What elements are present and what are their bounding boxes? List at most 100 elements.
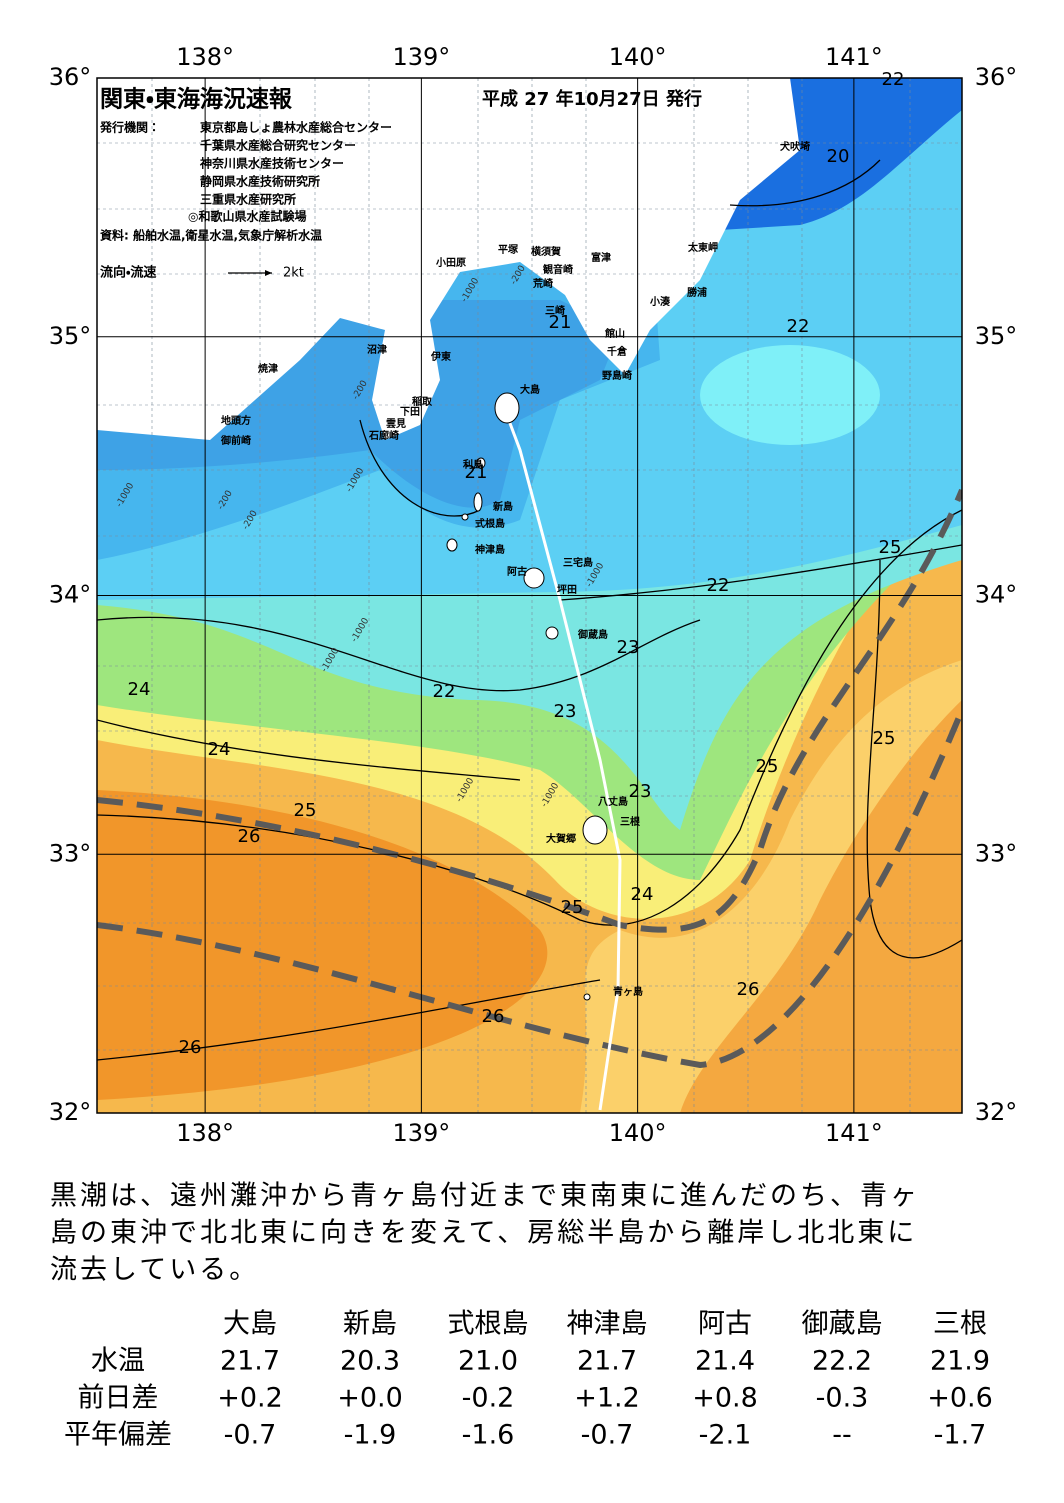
lon-label-bottom: 139° bbox=[392, 1119, 450, 1147]
lat-label-left: 36° bbox=[49, 63, 92, 91]
place-name: 坪田 bbox=[557, 583, 577, 596]
table-cell: -0.7 bbox=[581, 1420, 634, 1451]
place-name: 青ヶ島 bbox=[613, 985, 643, 998]
warm-water-east bbox=[680, 700, 962, 1113]
isotherm-label: 26 bbox=[238, 826, 261, 847]
column-header: 式根島 bbox=[448, 1309, 529, 1340]
isotherm-label: 25 bbox=[561, 897, 584, 918]
legend-arrowhead bbox=[265, 270, 272, 276]
table-cell: +0.2 bbox=[217, 1383, 283, 1414]
table-cell: -0.2 bbox=[462, 1383, 515, 1414]
table-cell: +1.2 bbox=[574, 1383, 640, 1414]
row-header: 平年偏差 bbox=[64, 1420, 172, 1451]
issuer: 静岡県水産技術研究所 bbox=[200, 174, 320, 189]
isotherm-label: 25 bbox=[879, 537, 902, 558]
place-name: 館山 bbox=[604, 327, 625, 340]
sea-temperature-map bbox=[97, 78, 962, 1113]
place-name: 三宅島 bbox=[563, 556, 593, 569]
place-name: 神津島 bbox=[474, 543, 505, 556]
issuer: 神奈川県水産技術センター bbox=[199, 156, 344, 171]
place-name: 小田原 bbox=[435, 256, 466, 269]
place-name: 平塚 bbox=[498, 243, 519, 256]
place-name: 石廊崎 bbox=[368, 429, 399, 442]
place-name: 地頭方 bbox=[221, 414, 251, 427]
issuer: 千葉県水産総合研究センター bbox=[200, 138, 356, 153]
lon-label-bottom: 138° bbox=[176, 1119, 234, 1147]
summary-line: 黒潮は、遠州灘沖から青ヶ島付近まで東南東に進んだのち、青ヶ bbox=[50, 1181, 920, 1212]
lat-label-left: 32° bbox=[49, 1098, 92, 1126]
place-name: 勝浦 bbox=[687, 286, 707, 299]
place-name: 伊東 bbox=[430, 350, 451, 363]
place-name: 御蔵島 bbox=[577, 628, 608, 641]
row-header: 前日差 bbox=[78, 1383, 159, 1414]
place-name: 利島 bbox=[463, 458, 483, 471]
isotherm-label: 23 bbox=[617, 637, 640, 658]
table-cell: -1.7 bbox=[934, 1420, 987, 1451]
ship-track bbox=[503, 409, 622, 1111]
table-cell: 22.2 bbox=[812, 1346, 872, 1377]
table-cell: +0.0 bbox=[337, 1383, 403, 1414]
place-name: 新島 bbox=[492, 500, 513, 513]
lon-label-top: 139° bbox=[392, 43, 450, 71]
table-cell: 21.9 bbox=[930, 1346, 990, 1377]
table-cell: -0.3 bbox=[816, 1383, 869, 1414]
column-header: 大島 bbox=[223, 1309, 277, 1340]
table-cell: +0.8 bbox=[692, 1383, 758, 1414]
lon-label-bottom: 140° bbox=[609, 1119, 667, 1147]
table-cell: 21.7 bbox=[577, 1346, 637, 1377]
table-cell: -- bbox=[832, 1420, 852, 1451]
land bbox=[97, 78, 800, 440]
summary: 黒潮は、遠州灘沖から青ヶ島付近まで東南東に進んだのち、青ヶ島の東沖で北北東に向き… bbox=[50, 1181, 920, 1286]
graticule: 138° 138° 139° 139° 140° 140° 141° 141° 36° 36° 35… bbox=[49, 43, 1018, 1147]
place-name: 大賀郷 bbox=[546, 832, 576, 845]
place-name: 小湊 bbox=[649, 295, 671, 308]
place-name: 大島 bbox=[520, 383, 540, 396]
summary-line: 流去している。 bbox=[50, 1255, 259, 1286]
issuer: 東京都島しょ農林水産総合センター bbox=[200, 120, 392, 135]
isotherm-label: 25 bbox=[873, 728, 896, 749]
lon-label-top: 141° bbox=[825, 43, 883, 71]
isotherm-label: 26 bbox=[482, 1006, 505, 1027]
lat-label-right: 32° bbox=[975, 1098, 1018, 1126]
lat-label-right: 35° bbox=[975, 322, 1018, 350]
table-cell: 21.0 bbox=[458, 1346, 518, 1377]
isotherm-label: 21 bbox=[465, 462, 488, 483]
isotherm-label: 24 bbox=[128, 679, 151, 700]
isotherm-label: 22 bbox=[433, 681, 456, 702]
column-header: 神津島 bbox=[567, 1309, 648, 1340]
isotherm-label: 23 bbox=[629, 781, 652, 802]
isotherm-label: 22 bbox=[787, 316, 810, 337]
isotherm-label: 26 bbox=[737, 979, 760, 1000]
islands bbox=[446, 392, 608, 1001]
table-cell: -0.7 bbox=[224, 1420, 277, 1451]
place-name: 太東岬 bbox=[687, 241, 718, 254]
isotherm-label: 22 bbox=[882, 69, 905, 90]
isotherm-label: 20 bbox=[827, 146, 850, 167]
row-header: 水温 bbox=[91, 1346, 145, 1377]
place-name: 下田 bbox=[400, 406, 420, 418]
issuer: ◎和歌山県水産試験場 bbox=[188, 209, 306, 224]
table-cell: 21.7 bbox=[220, 1346, 280, 1377]
column-header: 阿古 bbox=[698, 1309, 752, 1340]
lat-label-left: 35° bbox=[49, 322, 92, 350]
place-name: 千倉 bbox=[607, 345, 628, 358]
table-cell: +0.6 bbox=[927, 1383, 993, 1414]
column-header: 御蔵島 bbox=[802, 1309, 883, 1340]
column-header: 三根 bbox=[933, 1309, 987, 1340]
lat-label-left: 34° bbox=[49, 581, 92, 609]
place-name: 富津 bbox=[591, 251, 611, 264]
place-name: 野島崎 bbox=[602, 369, 632, 382]
lat-label-right: 33° bbox=[975, 839, 1018, 867]
isotherm-label: 25 bbox=[756, 756, 779, 777]
isotherm-label: 25 bbox=[294, 800, 317, 821]
place-name: 焼津 bbox=[258, 362, 278, 375]
table-cell: 21.4 bbox=[695, 1346, 755, 1377]
place-name: 荒崎 bbox=[532, 277, 553, 290]
map-title: 関東・東海海況速報 bbox=[100, 86, 293, 113]
kuroshio-axis bbox=[97, 488, 962, 1069]
summary-line: 島の東沖で北北東に向きを変えて、房総半島から離岸し北北東に bbox=[50, 1218, 917, 1249]
issuer: 三重県水産研究所 bbox=[200, 192, 296, 207]
